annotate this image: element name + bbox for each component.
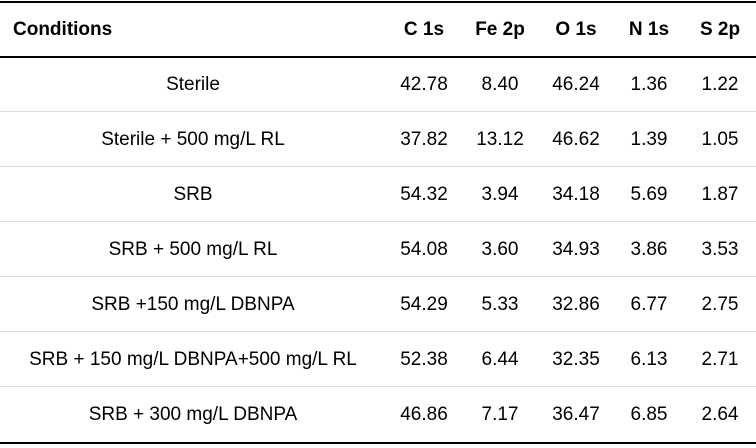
table-header-rule <box>0 56 756 58</box>
header-c1s: C 1s <box>403 18 445 40</box>
cell-n1s: 6.85 <box>630 404 668 425</box>
cell-c1s: 54.29 <box>400 293 448 315</box>
cell-o1s: 36.47 <box>552 404 600 425</box>
cell-o1s: 32.35 <box>552 348 600 370</box>
cell-condition: Sterile <box>166 73 220 95</box>
table-row: SRB + 300 mg/L DBNPA 46.86 7.17 36.47 6.… <box>0 388 756 442</box>
cell-o1s: 34.18 <box>552 183 600 205</box>
table-row: SRB +150 mg/L DBNPA 54.29 5.33 32.86 6.7… <box>0 278 756 332</box>
cell-condition: SRB <box>173 183 213 205</box>
cell-condition: Sterile + 500 mg/L RL <box>101 128 285 150</box>
cell-c1s: 52.38 <box>400 348 448 370</box>
table-row: Sterile 42.78 8.40 46.24 1.36 1.22 <box>0 58 756 112</box>
cell-fe2p: 6.44 <box>481 348 519 370</box>
header-n1s: N 1s <box>628 18 670 40</box>
cell-n1s: 1.36 <box>630 73 668 95</box>
table-bottom-rule <box>0 442 756 444</box>
cell-fe2p: 8.40 <box>481 73 519 95</box>
table-header-row: Conditions C 1s Fe 2p O 1s N 1s S 2p <box>0 3 756 56</box>
cell-s2p: 2.64 <box>701 404 739 425</box>
cell-n1s: 3.86 <box>630 238 668 260</box>
header-s2p: S 2p <box>699 18 741 40</box>
table-row: SRB 54.32 3.94 34.18 5.69 1.87 <box>0 168 756 222</box>
cell-c1s: 54.08 <box>400 238 448 260</box>
header-fe2p: Fe 2p <box>475 18 525 40</box>
header-o1s: O 1s <box>555 18 597 40</box>
cell-fe2p: 3.94 <box>481 183 519 205</box>
cell-fe2p: 7.17 <box>481 404 519 425</box>
cell-o1s: 46.24 <box>552 73 600 95</box>
cell-o1s: 32.86 <box>552 293 600 315</box>
cell-fe2p: 3.60 <box>481 238 519 260</box>
cell-n1s: 1.39 <box>630 128 668 150</box>
header-conditions: Conditions <box>13 18 113 40</box>
cell-o1s: 34.93 <box>552 238 600 260</box>
cell-o1s: 46.62 <box>552 128 600 150</box>
cell-s2p: 3.53 <box>701 238 739 260</box>
cell-n1s: 6.77 <box>630 293 668 315</box>
cell-condition: SRB + 150 mg/L DBNPA+500 mg/L RL <box>29 348 357 370</box>
table-row: SRB + 150 mg/L DBNPA+500 mg/L RL 52.38 6… <box>0 333 756 387</box>
cell-n1s: 6.13 <box>630 348 668 370</box>
cell-condition: SRB +150 mg/L DBNPA <box>91 293 295 315</box>
cell-n1s: 5.69 <box>630 183 668 205</box>
cell-c1s: 42.78 <box>400 73 448 95</box>
cell-s2p: 2.71 <box>701 348 739 370</box>
table-row: Sterile + 500 mg/L RL 37.82 13.12 46.62 … <box>0 113 756 167</box>
cell-fe2p: 5.33 <box>481 293 519 315</box>
cell-s2p: 1.22 <box>701 73 739 95</box>
cell-condition: SRB + 500 mg/L RL <box>108 238 278 260</box>
cell-s2p: 1.05 <box>701 128 739 150</box>
cell-s2p: 1.87 <box>701 183 739 205</box>
cell-c1s: 37.82 <box>400 128 448 150</box>
table-row: SRB + 500 mg/L RL 54.08 3.60 34.93 3.86 … <box>0 223 756 277</box>
cell-fe2p: 13.12 <box>476 128 524 150</box>
cell-condition: SRB + 300 mg/L DBNPA <box>88 404 298 425</box>
cell-c1s: 54.32 <box>400 183 448 205</box>
cell-c1s: 46.86 <box>400 404 448 425</box>
table-top-rule <box>0 1 756 3</box>
cell-s2p: 2.75 <box>701 293 739 315</box>
